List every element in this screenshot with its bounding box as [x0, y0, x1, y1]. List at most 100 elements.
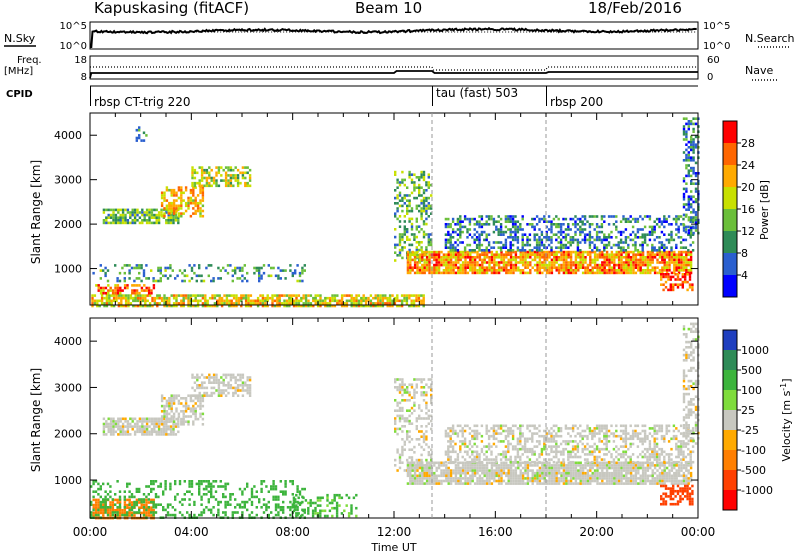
- power-cell: [665, 269, 669, 272]
- power-cell: [187, 304, 190, 308]
- power-cell: [222, 179, 225, 182]
- power-cell: [175, 209, 178, 213]
- power-cell: [447, 263, 450, 267]
- velocity-cell: [428, 466, 431, 470]
- power-cell: [138, 291, 141, 295]
- power-cell: [505, 261, 508, 264]
- velocity-cell: [250, 500, 254, 504]
- velocity-cell: [408, 448, 411, 451]
- velocity-cell: [277, 511, 280, 514]
- power-cell: [499, 228, 503, 231]
- power-cell: [677, 261, 681, 264]
- power-cell: [559, 230, 563, 234]
- power-cell: [107, 291, 110, 295]
- velocity-cell: [177, 430, 180, 434]
- velocity-cell: [178, 500, 182, 504]
- power-cell: [241, 266, 244, 270]
- velocity-cell: [248, 376, 252, 379]
- power-cell: [507, 269, 510, 272]
- velocity-cell: [396, 469, 399, 472]
- power-cell: [107, 213, 110, 217]
- power-cell: [579, 233, 582, 236]
- velocity-cell: [104, 508, 107, 512]
- velocity-cell: [500, 479, 503, 483]
- power-cell: [410, 243, 414, 247]
- power-cell: [608, 269, 611, 272]
- velocity-cell: [495, 466, 498, 470]
- velocity-cell: [248, 394, 252, 397]
- power-cell: [692, 216, 695, 219]
- power-cell: [160, 191, 164, 195]
- velocity-cell: [473, 464, 477, 467]
- velocity-cell: [553, 482, 556, 485]
- power-cell: [140, 286, 144, 290]
- velocity-cell: [425, 458, 428, 462]
- power-cell: [459, 263, 462, 267]
- velocity-cell: [133, 430, 137, 434]
- power-cell: [668, 250, 671, 254]
- velocity-cell: [201, 397, 205, 400]
- power-cell: [548, 271, 551, 275]
- power-cell: [456, 243, 460, 247]
- velocity-cell: [212, 378, 216, 382]
- power-cell: [596, 253, 599, 256]
- velocity-cell: [130, 508, 134, 512]
- power-cell: [569, 241, 572, 244]
- velocity-cell: [457, 461, 460, 465]
- power-cell: [164, 269, 167, 272]
- power-cell: [229, 174, 233, 177]
- power-cell: [422, 299, 425, 303]
- power-cell: [565, 271, 568, 275]
- velocity-cell: [303, 487, 306, 491]
- power-cell: [416, 271, 419, 275]
- power-cell: [600, 215, 604, 218]
- velocity-cell: [481, 477, 484, 480]
- velocity-cell: [205, 391, 209, 395]
- power-cell: [127, 304, 130, 308]
- velocity-cell: [92, 506, 95, 509]
- velocity-cell: [258, 500, 261, 504]
- velocity-cell: [187, 407, 190, 410]
- power-cell: [629, 256, 633, 259]
- velocity-cell: [222, 381, 225, 384]
- velocity-cell: [217, 485, 220, 488]
- velocity-cell: [423, 474, 426, 478]
- power-cell: [193, 264, 196, 267]
- power-cell: [504, 220, 508, 223]
- power-cell: [331, 299, 334, 303]
- velocity-cell: [430, 414, 433, 418]
- power-cell: [135, 277, 138, 280]
- power-cell: [538, 271, 542, 275]
- power-cell: [511, 223, 515, 226]
- velocity-cell: [512, 479, 515, 483]
- power-cell: [692, 143, 695, 146]
- power-cell: [641, 241, 644, 244]
- power-cell: [637, 263, 640, 267]
- power-cell: [442, 261, 446, 264]
- velocity-cell: [295, 512, 298, 515]
- power-cell: [219, 277, 222, 280]
- power-cell: [644, 256, 647, 259]
- power-cell: [194, 299, 197, 303]
- velocity-cell: [174, 498, 177, 501]
- power-cell: [109, 286, 112, 290]
- velocity-cell: [398, 378, 402, 381]
- velocity-cell: [403, 391, 406, 394]
- power-cell: [648, 225, 652, 229]
- power-cell: [478, 271, 482, 275]
- power-cell: [493, 253, 496, 256]
- power-cell: [112, 299, 116, 303]
- power-cell: [603, 261, 606, 264]
- power-cell: [610, 215, 613, 218]
- power-cell: [624, 220, 628, 223]
- power-cell: [627, 236, 630, 239]
- power-cell: [145, 213, 149, 217]
- power-cell: [454, 230, 457, 234]
- power-cell: [526, 261, 530, 264]
- velocity-cell: [277, 503, 280, 506]
- power-cell: [579, 228, 582, 231]
- power-cell: [427, 176, 430, 179]
- velocity-cell: [200, 384, 204, 387]
- power-cell: [418, 183, 421, 187]
- velocity-cell: [423, 482, 426, 485]
